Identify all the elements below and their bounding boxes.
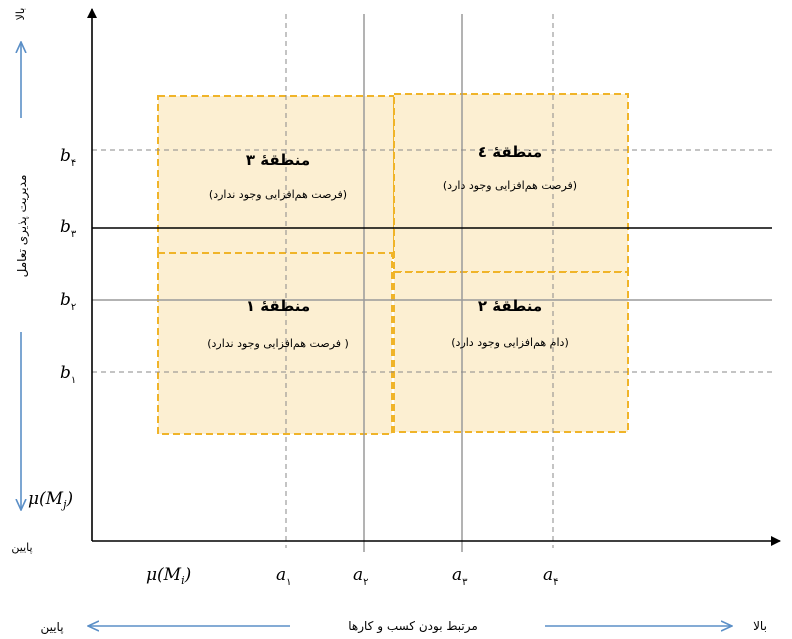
y-tick-b2: b۲ (60, 290, 76, 313)
region-2-desc: (دام هم‌افزایی وجود دارد) (451, 336, 569, 349)
region-4-box (393, 93, 629, 273)
region-1-desc: ( فرصت هم‌افزایی وجود ندارد) (207, 337, 349, 350)
x-axis-title: مرتبط بودن کسب و کارها (348, 619, 478, 634)
x-tick-a3: a۳ (452, 565, 468, 588)
y-origin-label: μ(Mj) (28, 489, 73, 511)
y-low-label: پایین (11, 541, 32, 554)
x-high-label: بالا (753, 619, 767, 633)
region-3-title: منطقۀ ۳ (246, 151, 310, 169)
x-low-label: پایین (40, 620, 63, 635)
y-tick-b4: b۴ (60, 146, 76, 169)
region-2-box (393, 271, 629, 433)
x-origin-label: μ(Mi) (146, 565, 191, 587)
y-tick-b1: b۱ (60, 363, 76, 386)
region-1-title: منطقۀ ۱ (246, 297, 310, 315)
x-tick-a1: a۱ (276, 565, 292, 588)
region-2-title: منطقۀ ۲ (478, 297, 542, 315)
y-axis-title: مدیریت پذیری تعامل (15, 175, 30, 278)
y-tick-b3: b۳ (60, 217, 77, 240)
region-4-title: منطقۀ ٤ (478, 143, 542, 161)
region-3-desc: (فرصت هم‌افزایی وجود ندارد) (209, 188, 347, 201)
region-1-box (157, 252, 393, 435)
y-high-label: بالا (14, 8, 27, 21)
region-4-desc: (فرصت هم‌افزایی وجود دارد) (443, 179, 577, 192)
x-tick-a2: a۲ (353, 565, 369, 588)
region-3-box (157, 95, 395, 259)
x-tick-a4: a۴ (543, 565, 559, 588)
